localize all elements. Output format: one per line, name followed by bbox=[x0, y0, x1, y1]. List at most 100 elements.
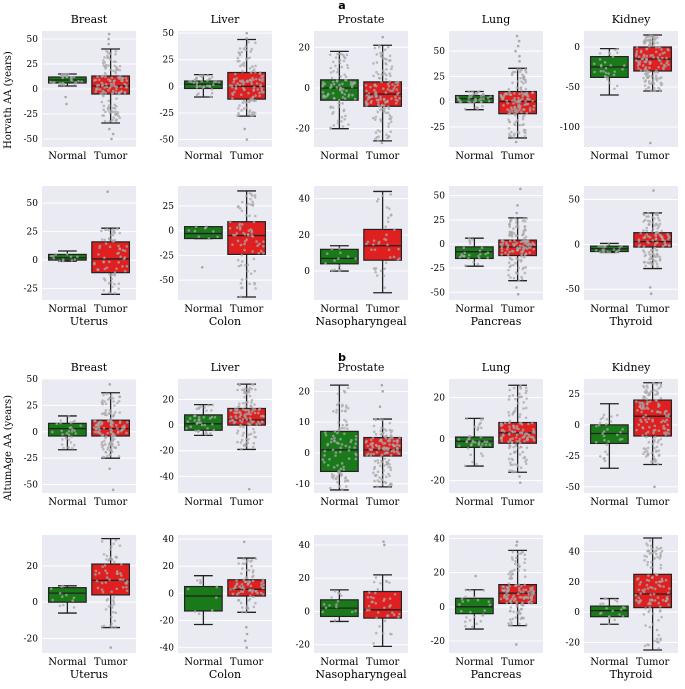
data-point bbox=[240, 223, 244, 226]
data-point bbox=[516, 592, 520, 596]
data-point bbox=[665, 597, 669, 600]
data-point bbox=[103, 56, 106, 59]
data-point bbox=[656, 56, 660, 59]
data-point bbox=[234, 84, 238, 87]
data-point bbox=[477, 440, 481, 444]
data-point bbox=[469, 95, 473, 99]
data-point bbox=[240, 438, 244, 442]
data-point bbox=[518, 453, 522, 456]
data-point bbox=[388, 428, 392, 432]
data-point bbox=[667, 415, 670, 418]
data-point bbox=[106, 447, 110, 451]
data-point bbox=[240, 278, 244, 281]
data-point bbox=[380, 477, 384, 481]
data-point bbox=[648, 609, 651, 612]
x-tick-label-tumor: Tumor bbox=[94, 304, 128, 315]
data-point bbox=[247, 40, 250, 44]
y-tick-label: -25 bbox=[160, 109, 175, 119]
data-point bbox=[383, 72, 387, 75]
data-point bbox=[505, 601, 509, 605]
data-point bbox=[73, 429, 76, 432]
data-point bbox=[530, 421, 534, 425]
data-point bbox=[469, 453, 472, 457]
data-point bbox=[653, 38, 656, 41]
x-tick-label-tumor: Tumor bbox=[636, 497, 670, 508]
data-point bbox=[525, 389, 528, 392]
x-tick-label-normal: Normal bbox=[48, 151, 86, 162]
data-point bbox=[246, 233, 250, 236]
data-point bbox=[115, 424, 118, 427]
data-point bbox=[102, 104, 106, 108]
data-point bbox=[644, 607, 647, 610]
data-point bbox=[374, 601, 378, 605]
data-point bbox=[237, 405, 240, 409]
y-tick-label: 50 bbox=[27, 199, 39, 209]
data-point bbox=[251, 76, 254, 80]
data-point bbox=[650, 461, 654, 464]
points-tumor bbox=[499, 384, 536, 484]
data-point bbox=[642, 386, 646, 389]
data-point bbox=[384, 475, 388, 479]
data-point bbox=[522, 616, 525, 620]
points-normal bbox=[457, 417, 492, 468]
y-tick-label: -25 bbox=[24, 110, 39, 120]
data-point bbox=[645, 74, 648, 77]
outlier-point bbox=[516, 292, 520, 296]
data-point bbox=[476, 262, 480, 266]
data-point bbox=[101, 402, 105, 406]
data-point bbox=[117, 251, 120, 255]
data-point bbox=[527, 600, 530, 604]
data-point bbox=[248, 417, 252, 420]
data-point bbox=[645, 76, 649, 80]
x-tick-label-normal: Normal bbox=[590, 497, 628, 508]
data-point bbox=[521, 267, 524, 271]
data-point bbox=[210, 415, 214, 419]
data-point bbox=[375, 98, 379, 102]
data-point bbox=[197, 612, 201, 616]
data-point bbox=[97, 78, 101, 82]
data-point bbox=[354, 434, 358, 438]
data-point bbox=[660, 48, 663, 51]
data-point bbox=[604, 245, 607, 248]
data-point bbox=[244, 576, 248, 579]
data-point bbox=[647, 417, 651, 421]
data-point bbox=[379, 119, 383, 123]
data-point bbox=[259, 414, 263, 418]
data-point bbox=[238, 227, 242, 231]
data-point bbox=[371, 116, 375, 120]
data-point bbox=[376, 274, 379, 277]
data-point bbox=[656, 265, 659, 268]
data-point bbox=[238, 207, 242, 210]
data-point bbox=[636, 60, 640, 63]
data-point bbox=[655, 628, 659, 632]
data-point bbox=[644, 391, 648, 395]
data-point bbox=[338, 61, 342, 65]
data-point bbox=[110, 450, 114, 453]
data-point bbox=[523, 439, 526, 443]
data-point bbox=[110, 277, 113, 281]
data-point bbox=[252, 99, 256, 103]
data-point bbox=[200, 423, 204, 427]
data-point bbox=[324, 606, 328, 610]
data-point bbox=[235, 408, 239, 411]
data-point bbox=[373, 83, 377, 87]
data-point bbox=[640, 410, 643, 414]
panel-a-label: a bbox=[338, 0, 345, 12]
data-point bbox=[340, 115, 344, 119]
data-point bbox=[521, 450, 525, 454]
x-tick-label-tumor: Tumor bbox=[366, 304, 400, 315]
data-point bbox=[383, 237, 386, 241]
data-point bbox=[101, 565, 104, 568]
data-point bbox=[250, 47, 254, 51]
y-tick-label: 0 bbox=[32, 598, 38, 608]
data-point bbox=[515, 108, 518, 111]
data-point bbox=[330, 596, 333, 599]
data-point bbox=[241, 562, 245, 566]
data-point bbox=[237, 264, 241, 268]
data-point bbox=[508, 428, 512, 431]
data-point bbox=[205, 225, 208, 228]
